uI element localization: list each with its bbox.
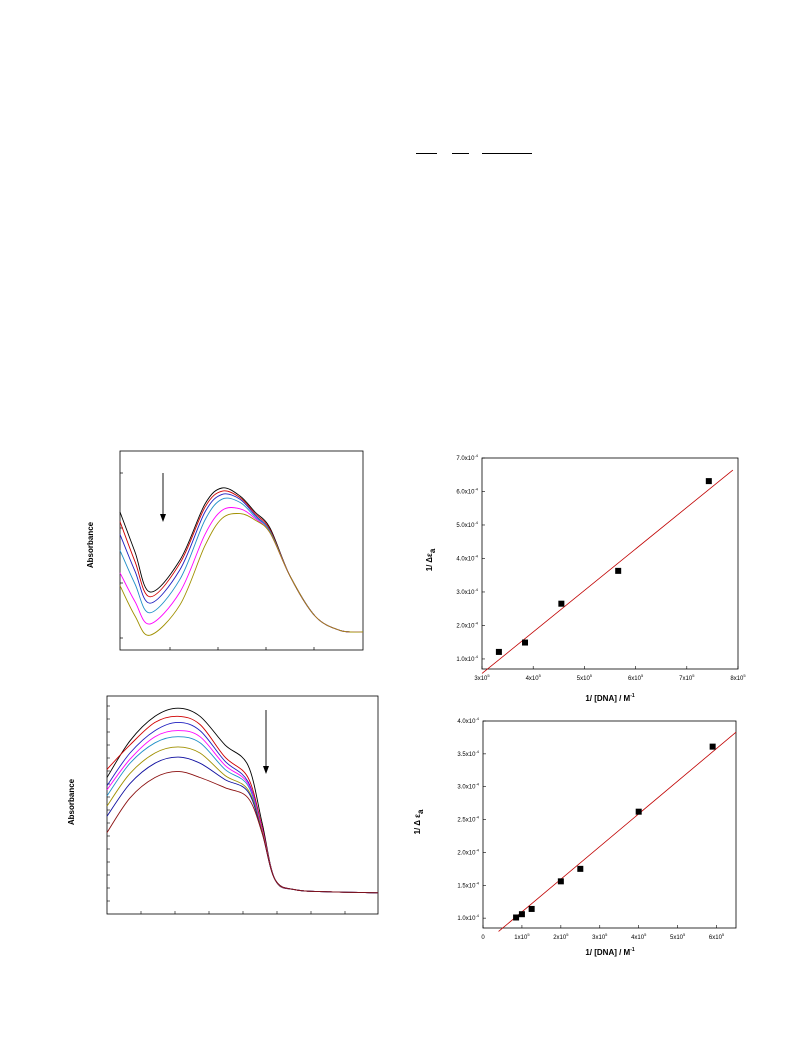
spectra-series <box>106 707 379 894</box>
plot-frame <box>482 720 737 929</box>
x-tick-label: 0 <box>481 935 485 941</box>
x-axis-label: 1/ [DNA] / M-1 <box>585 947 635 957</box>
spectrum-line-2 <box>119 490 364 633</box>
spectrum-line-5 <box>119 507 364 633</box>
data-point <box>557 878 564 885</box>
y-tick-label: 3.0x10-4 <box>457 782 479 791</box>
arrow <box>263 710 269 774</box>
x-tick-label: 6x105 <box>628 673 644 682</box>
fit-line <box>481 469 734 674</box>
data-point <box>522 639 529 646</box>
y-tick-label: 6.0x10-4 <box>456 486 478 495</box>
x-tick-label: 3x105 <box>474 673 490 682</box>
scatter-plot-top: 3x105 4x105 5x105 6x105 7x105 8x105 1.0x10-4 2.… <box>425 453 746 703</box>
y-tick-label: 5.0x10-4 <box>456 520 478 529</box>
data-point <box>558 600 565 607</box>
spectrum-line-6 <box>106 746 379 894</box>
y-tick-label: 1.5x10-4 <box>457 880 479 889</box>
spectrum-line-4 <box>119 497 364 633</box>
y-tick-label: 2.0x10-4 <box>456 620 478 629</box>
data-point <box>495 648 502 655</box>
x-tick-label: 7x105 <box>679 673 695 682</box>
x-tick-label: 4x105 <box>526 673 542 682</box>
x-tick-label: 4x105 <box>631 932 647 941</box>
frame-ticks <box>120 472 315 650</box>
axis-ticks: 3x105 4x105 5x105 6x105 7x105 8x105 1.0x10-4 2.… <box>456 453 746 682</box>
y-axis-label: 1/ Δ εa <box>413 809 425 834</box>
y-tick-label: 2.0x10-4 <box>457 847 479 856</box>
spectrum-line-8 <box>106 770 379 894</box>
data-point <box>577 865 584 872</box>
y-axis-label: 1/ Δεa <box>425 548 437 571</box>
plot-frame <box>481 457 739 670</box>
y-tick-label: 2.5x10-4 <box>457 815 479 824</box>
data-points <box>495 478 712 655</box>
data-point <box>528 905 535 912</box>
y-tick-label: 3.5x10-4 <box>457 749 479 758</box>
data-point <box>635 808 642 815</box>
axis-ticks: 0 1x105 2x105 3x105 4x105 5x105 6x105 1.0x10-4 1… <box>457 716 725 941</box>
spectra-series <box>119 487 364 636</box>
x-tick-label: 1x105 <box>514 932 530 941</box>
y-axis-label: Absorbance <box>67 778 76 825</box>
data-point <box>513 914 520 921</box>
spectrum-line-3 <box>119 493 364 633</box>
data-point <box>705 478 712 485</box>
absorbance-spectra-bottom: Absorbance <box>67 695 379 915</box>
absorbance-spectra-top: Absorbance <box>86 450 364 651</box>
spectrum-line-5 <box>106 736 379 894</box>
x-tick-label: 8x105 <box>730 673 746 682</box>
x-tick-label: 2x105 <box>553 932 569 941</box>
x-tick-label: 6x105 <box>709 932 725 941</box>
x-tick-label: 3x105 <box>592 932 608 941</box>
data-point <box>709 743 716 750</box>
x-axis-label: 1/ [DNA] / M-1 <box>585 693 635 703</box>
fit-line <box>498 731 737 932</box>
x-tick-label: 5x105 <box>670 932 686 941</box>
spectrum-line-6 <box>119 513 364 636</box>
y-tick-label: 7.0x10-4 <box>456 453 478 462</box>
y-axis-label: Absorbance <box>86 521 95 568</box>
y-tick-label: 4.0x10-4 <box>456 553 478 562</box>
plot-frame <box>106 695 379 915</box>
scatter-plot-bottom: 0 1x105 2x105 3x105 4x105 5x105 6x105 1.0x10-4 1… <box>413 716 737 957</box>
y-tick-label: 1.0x10-4 <box>456 654 478 663</box>
y-tick-label: 1.0x10-4 <box>457 913 479 922</box>
arrow <box>160 473 166 522</box>
y-tick-label: 4.0x10-4 <box>457 716 479 725</box>
data-points <box>513 743 716 921</box>
frame-ticks <box>107 705 346 914</box>
data-point <box>615 567 622 574</box>
x-tick-label: 5x105 <box>577 673 593 682</box>
data-point <box>518 911 525 918</box>
spectrum-line-2 <box>106 715 379 894</box>
spectrum-line-4 <box>106 730 379 894</box>
y-tick-label: 3.0x10-4 <box>456 587 478 596</box>
